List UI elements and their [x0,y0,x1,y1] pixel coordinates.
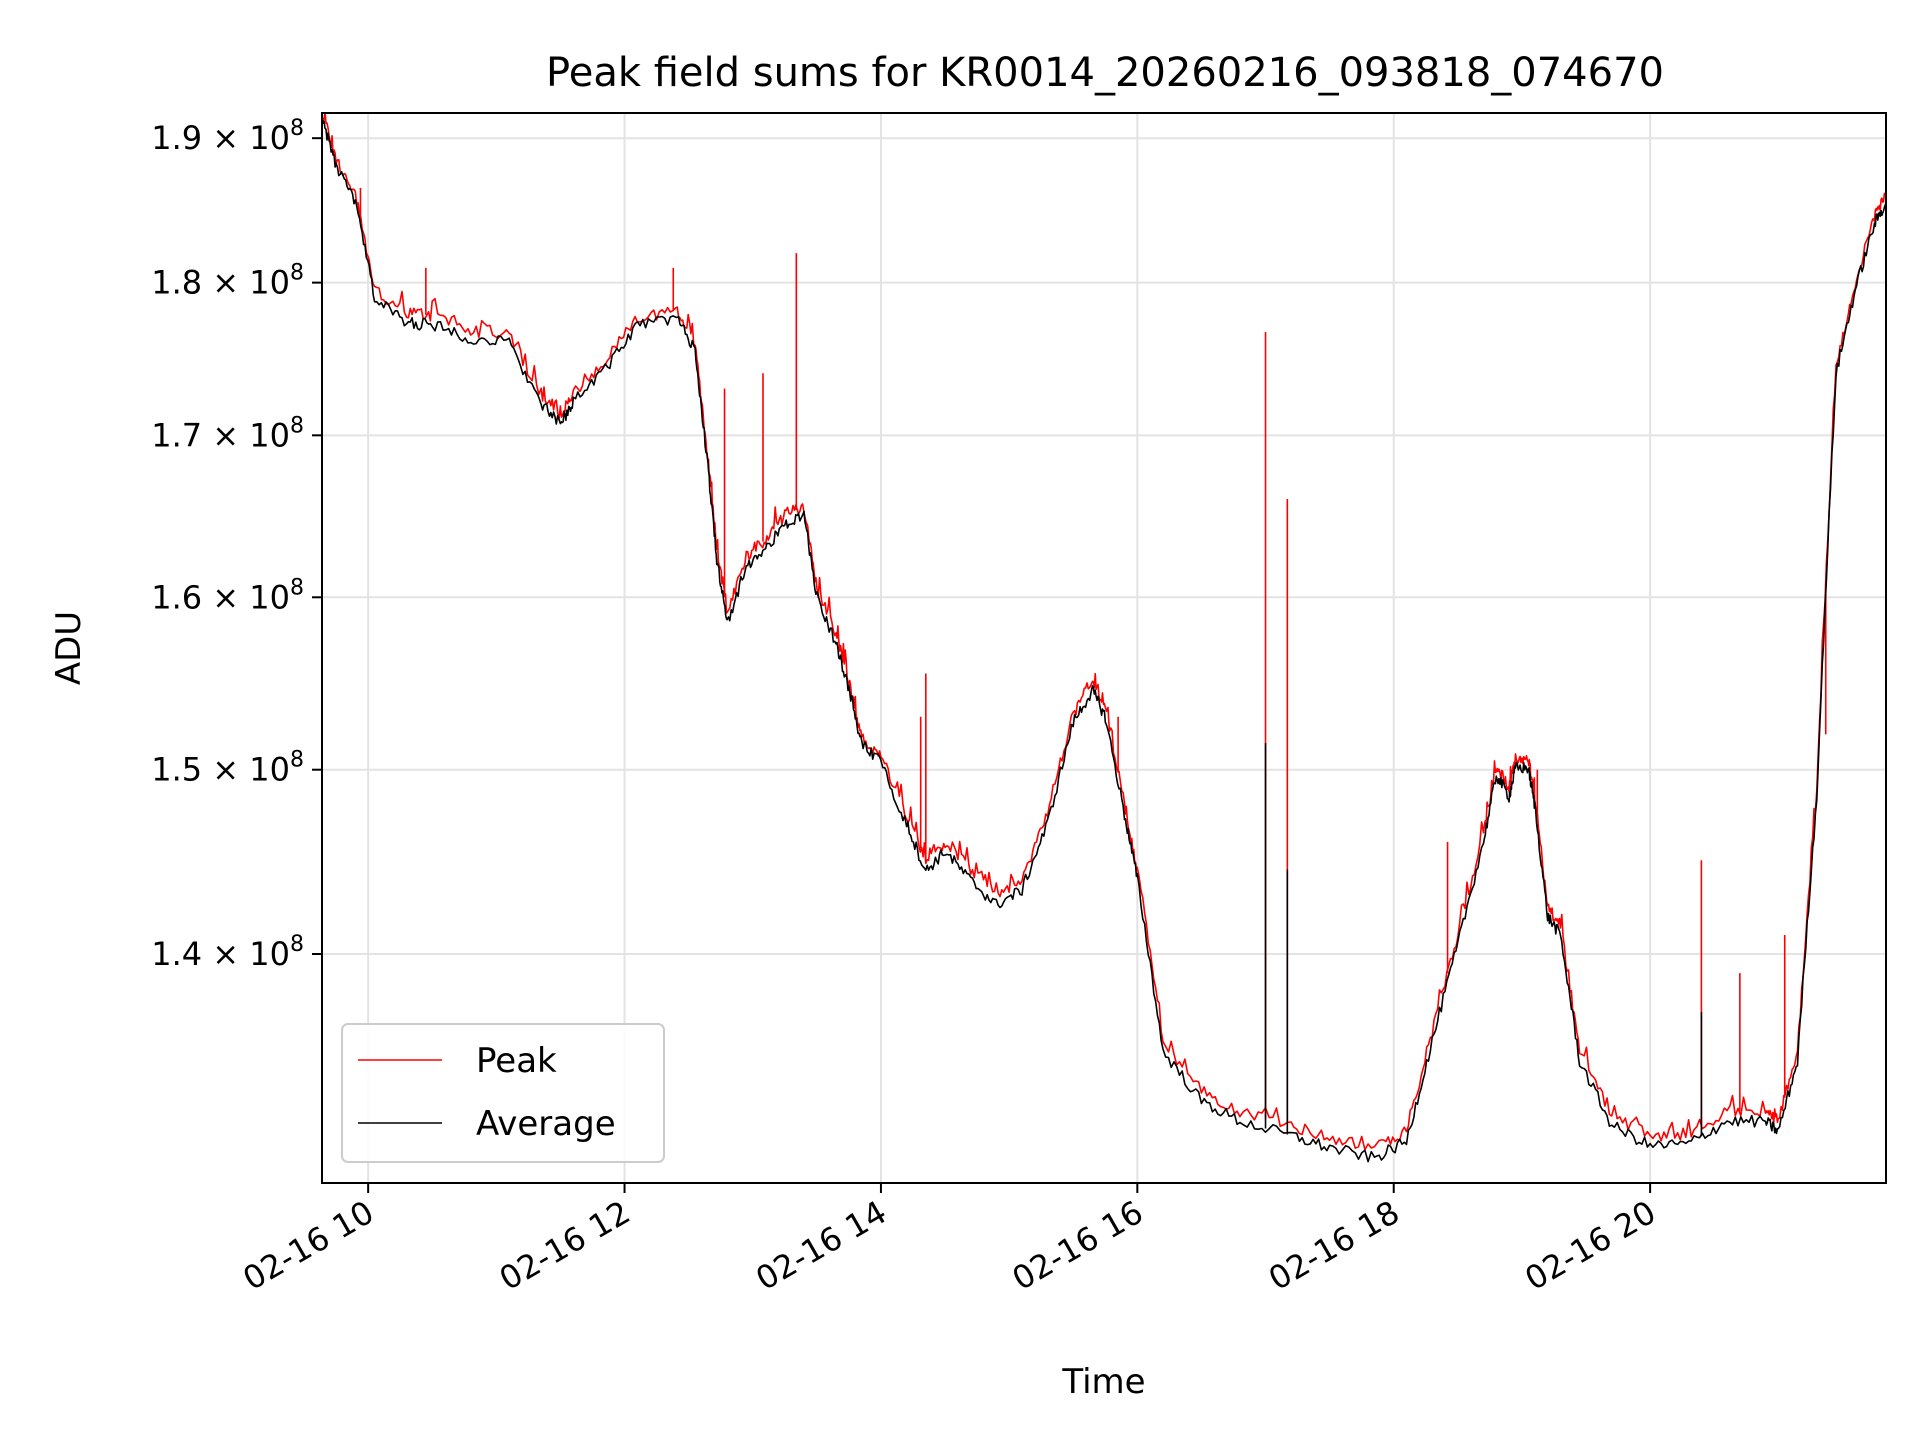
y-tick-mantissa: 1.8 [151,264,202,302]
legend-label-average: Average [476,1104,616,1144]
y-tick-mantissa: 1.7 [151,416,202,454]
y-tick-label: 1.9 × 108 [151,116,304,157]
x-axis-label: Time [1061,1362,1145,1402]
y-tick-exponent: 8 [290,413,304,438]
series-lines [322,113,1886,1163]
y-tick-exponent: 8 [290,932,304,957]
y-tick-base: 10 [249,416,290,454]
series-line-average [322,120,1886,1163]
y-tick-base: 10 [249,935,290,973]
plot-frame [321,112,1887,1184]
y-tick-times: × [202,935,249,973]
legend-box [341,1023,665,1163]
series-line-peak [322,113,1886,1151]
y-tick-base: 10 [249,751,290,789]
y-tick-exponent: 8 [290,261,304,286]
y-tick-exponent: 8 [290,748,304,773]
y-tick-times: × [202,119,249,157]
y-tick-label: 1.4 × 108 [151,932,304,973]
y-tick-mantissa: 1.4 [151,935,202,973]
y-tick-times: × [202,264,249,302]
y-tick-base: 10 [249,119,290,157]
y-tick-mantissa: 1.6 [151,578,202,616]
y-tick-label: 1.8 × 108 [151,261,304,302]
y-axis-label: ADU [49,611,89,685]
y-tick-mantissa: 1.9 [151,119,202,157]
y-tick-label: 1.7 × 108 [151,413,304,454]
y-tick-times: × [202,416,249,454]
y-tick-base: 10 [249,578,290,616]
y-tick-base: 10 [249,264,290,302]
y-tick-times: × [202,751,249,789]
chart-title: Peak field sums for KR0014_20260216_0938… [546,50,1664,96]
y-tick-exponent: 8 [290,575,304,600]
y-tick-mantissa: 1.5 [151,751,202,789]
y-tick-label: 1.5 × 108 [151,748,304,789]
grid-lines [322,113,1886,1183]
y-tick-times: × [202,578,249,616]
y-tick-exponent: 8 [290,116,304,141]
legend: Peak Average [341,1023,665,1163]
legend-label-peak: Peak [476,1041,557,1081]
y-tick-label: 1.6 × 108 [151,575,304,616]
plot-area [322,113,1886,1163]
